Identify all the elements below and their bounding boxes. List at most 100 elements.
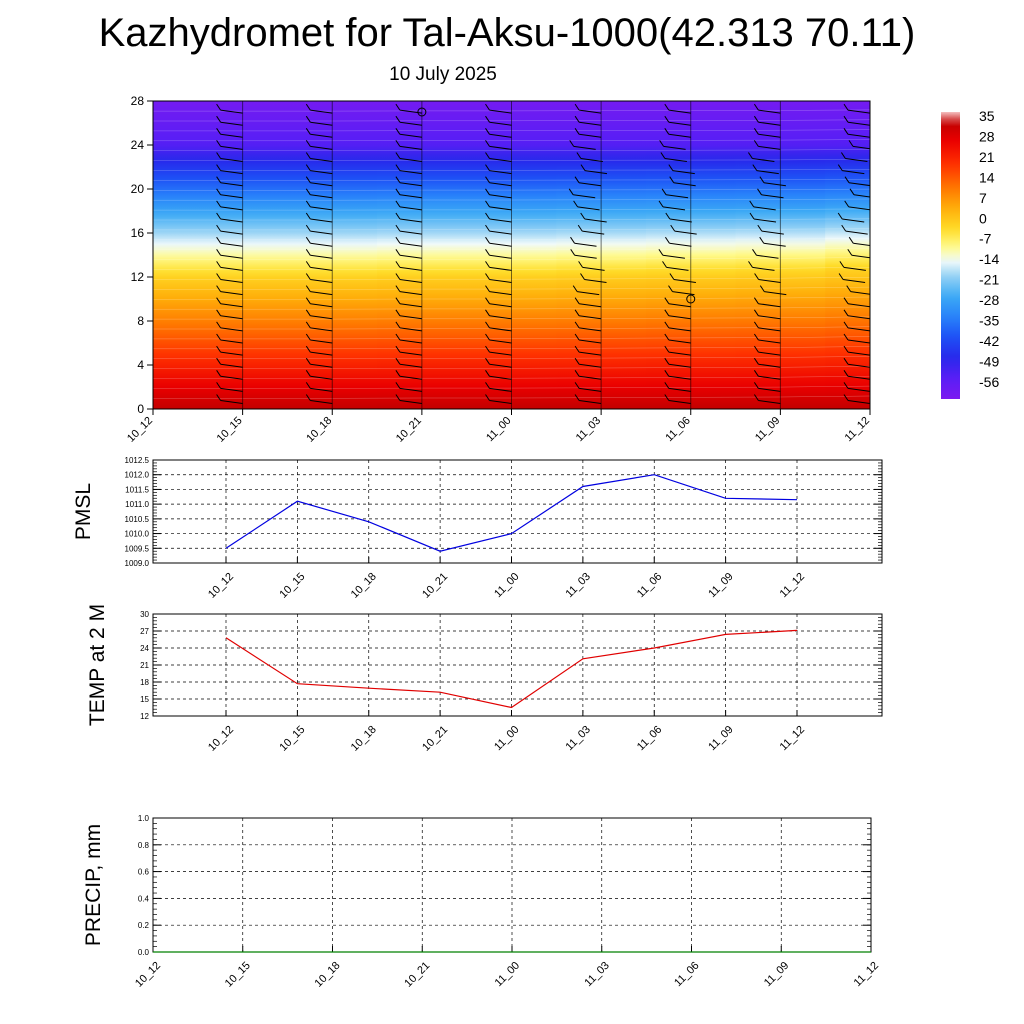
y-tick-label: 1012.0 [125, 471, 150, 480]
wind-barb-flag [844, 176, 850, 183]
wind-barb-flag [127, 346, 131, 352]
wind-barb [758, 121, 781, 126]
y-axis-label: PMSL [72, 483, 95, 540]
wind-barb-flag [305, 236, 311, 244]
wind-barb-flag [749, 212, 755, 220]
wind-barb [310, 206, 333, 211]
wind-barb-flag [843, 394, 849, 401]
wind-barb-flag [216, 309, 222, 317]
y-tick-label: 1012.5 [125, 456, 150, 465]
wind-barb-flag [395, 188, 401, 196]
wind-barb-flag [664, 394, 670, 401]
wind-barb [489, 218, 512, 223]
wind-barb [847, 315, 870, 320]
wind-barb [489, 194, 512, 199]
wind-barb [489, 158, 512, 162]
wind-barb-flag [747, 152, 753, 159]
wind-barb [220, 363, 243, 368]
wind-barb [220, 121, 243, 126]
wind-barb-flag [485, 200, 490, 208]
plot-frame [152, 459, 883, 564]
wind-barb [847, 133, 870, 138]
x-tick-label: 11_00 [484, 415, 514, 445]
wind-barb [153, 330, 154, 331]
wind-barb-flag [216, 285, 222, 292]
wind-barb [579, 303, 602, 308]
wind-barb-flag [574, 321, 580, 329]
wind-barb-flag [849, 188, 855, 196]
wind-barb [579, 133, 602, 138]
wind-barb-flag [844, 200, 850, 208]
wind-barb-flag [574, 345, 580, 353]
wind-barb [310, 387, 333, 392]
wind-barb-flag [843, 382, 849, 389]
wind-barb [761, 194, 784, 199]
wind-barb [584, 218, 607, 223]
x-tick-label: 11_00 [492, 724, 522, 754]
wind-barb [489, 254, 512, 259]
wind-barb-flag [395, 115, 401, 123]
wind-barb [399, 206, 422, 211]
wind-barb [489, 303, 512, 308]
wind-barb-flag [395, 345, 401, 353]
y-tick-label: 16 [131, 226, 145, 240]
wind-barb [673, 182, 696, 187]
wind-barb [489, 291, 512, 296]
wind-barb-flag [570, 236, 575, 244]
x-tick-label: 11_00 [493, 960, 523, 990]
wind-barb [220, 218, 243, 223]
wind-barb [579, 351, 602, 356]
y-tick-label: 12 [131, 270, 145, 284]
wind-barb [399, 339, 422, 344]
y-tick-label: 0.4 [138, 894, 150, 903]
wind-barb [220, 182, 243, 187]
wind-barb-flag [753, 370, 759, 377]
wind-barb-flag [670, 224, 676, 232]
y-axis-label: PRECIP, mm [82, 824, 105, 946]
wind-barb [847, 387, 870, 392]
wind-barb [579, 363, 602, 368]
wind-barb-flag [574, 115, 580, 123]
wind-barb-flag [395, 103, 401, 111]
wind-barb [489, 400, 512, 404]
wind-barb-flag [395, 297, 401, 304]
y-tick-label: 1011.0 [125, 500, 149, 509]
wind-barb [842, 218, 865, 223]
wind-barb-flag [127, 395, 131, 401]
wind-barb-flag [839, 261, 845, 268]
wind-barb-flag [395, 357, 401, 365]
wind-barb [153, 173, 154, 174]
wind-barb [153, 257, 154, 259]
wind-barb [489, 170, 512, 175]
wind-barb-flag [757, 224, 763, 232]
wind-barb-flag [843, 103, 849, 111]
wind-barb-flag [127, 201, 131, 207]
y-tick-label: 12 [140, 712, 149, 721]
wind-barb-flag [841, 224, 847, 232]
heatmap-column [825, 101, 870, 409]
wind-barb [153, 221, 154, 222]
wind-barb [758, 375, 781, 380]
wind-barb [220, 279, 243, 283]
wind-barb [310, 218, 333, 223]
wind-barb [574, 242, 597, 247]
colorbar-label: -7 [979, 231, 992, 247]
wind-barb-flag [753, 309, 759, 317]
wind-barb [220, 158, 243, 162]
wind-barb-flag [574, 103, 580, 111]
colorbar-label: -35 [979, 313, 999, 329]
wind-barb [579, 400, 602, 404]
wind-barb [310, 194, 333, 199]
y-axis-label: TEMP at 2 M [86, 604, 109, 726]
x-tick-label: 10_15 [277, 571, 307, 601]
temp2m-panel: TEMP at 2 M 12 15 18 21 24 27 30 10_12 10_15 10_18… [86, 604, 883, 754]
wind-barb-flag [305, 370, 311, 377]
wind-barb [847, 375, 870, 380]
wind-barb-flag [216, 200, 222, 208]
x-tick-label: 11_03 [563, 724, 593, 754]
wind-barb [153, 294, 154, 295]
wind-barb [220, 206, 243, 211]
wind-barb [153, 160, 154, 162]
wind-barb [489, 230, 512, 235]
heatmap-column [153, 101, 199, 409]
